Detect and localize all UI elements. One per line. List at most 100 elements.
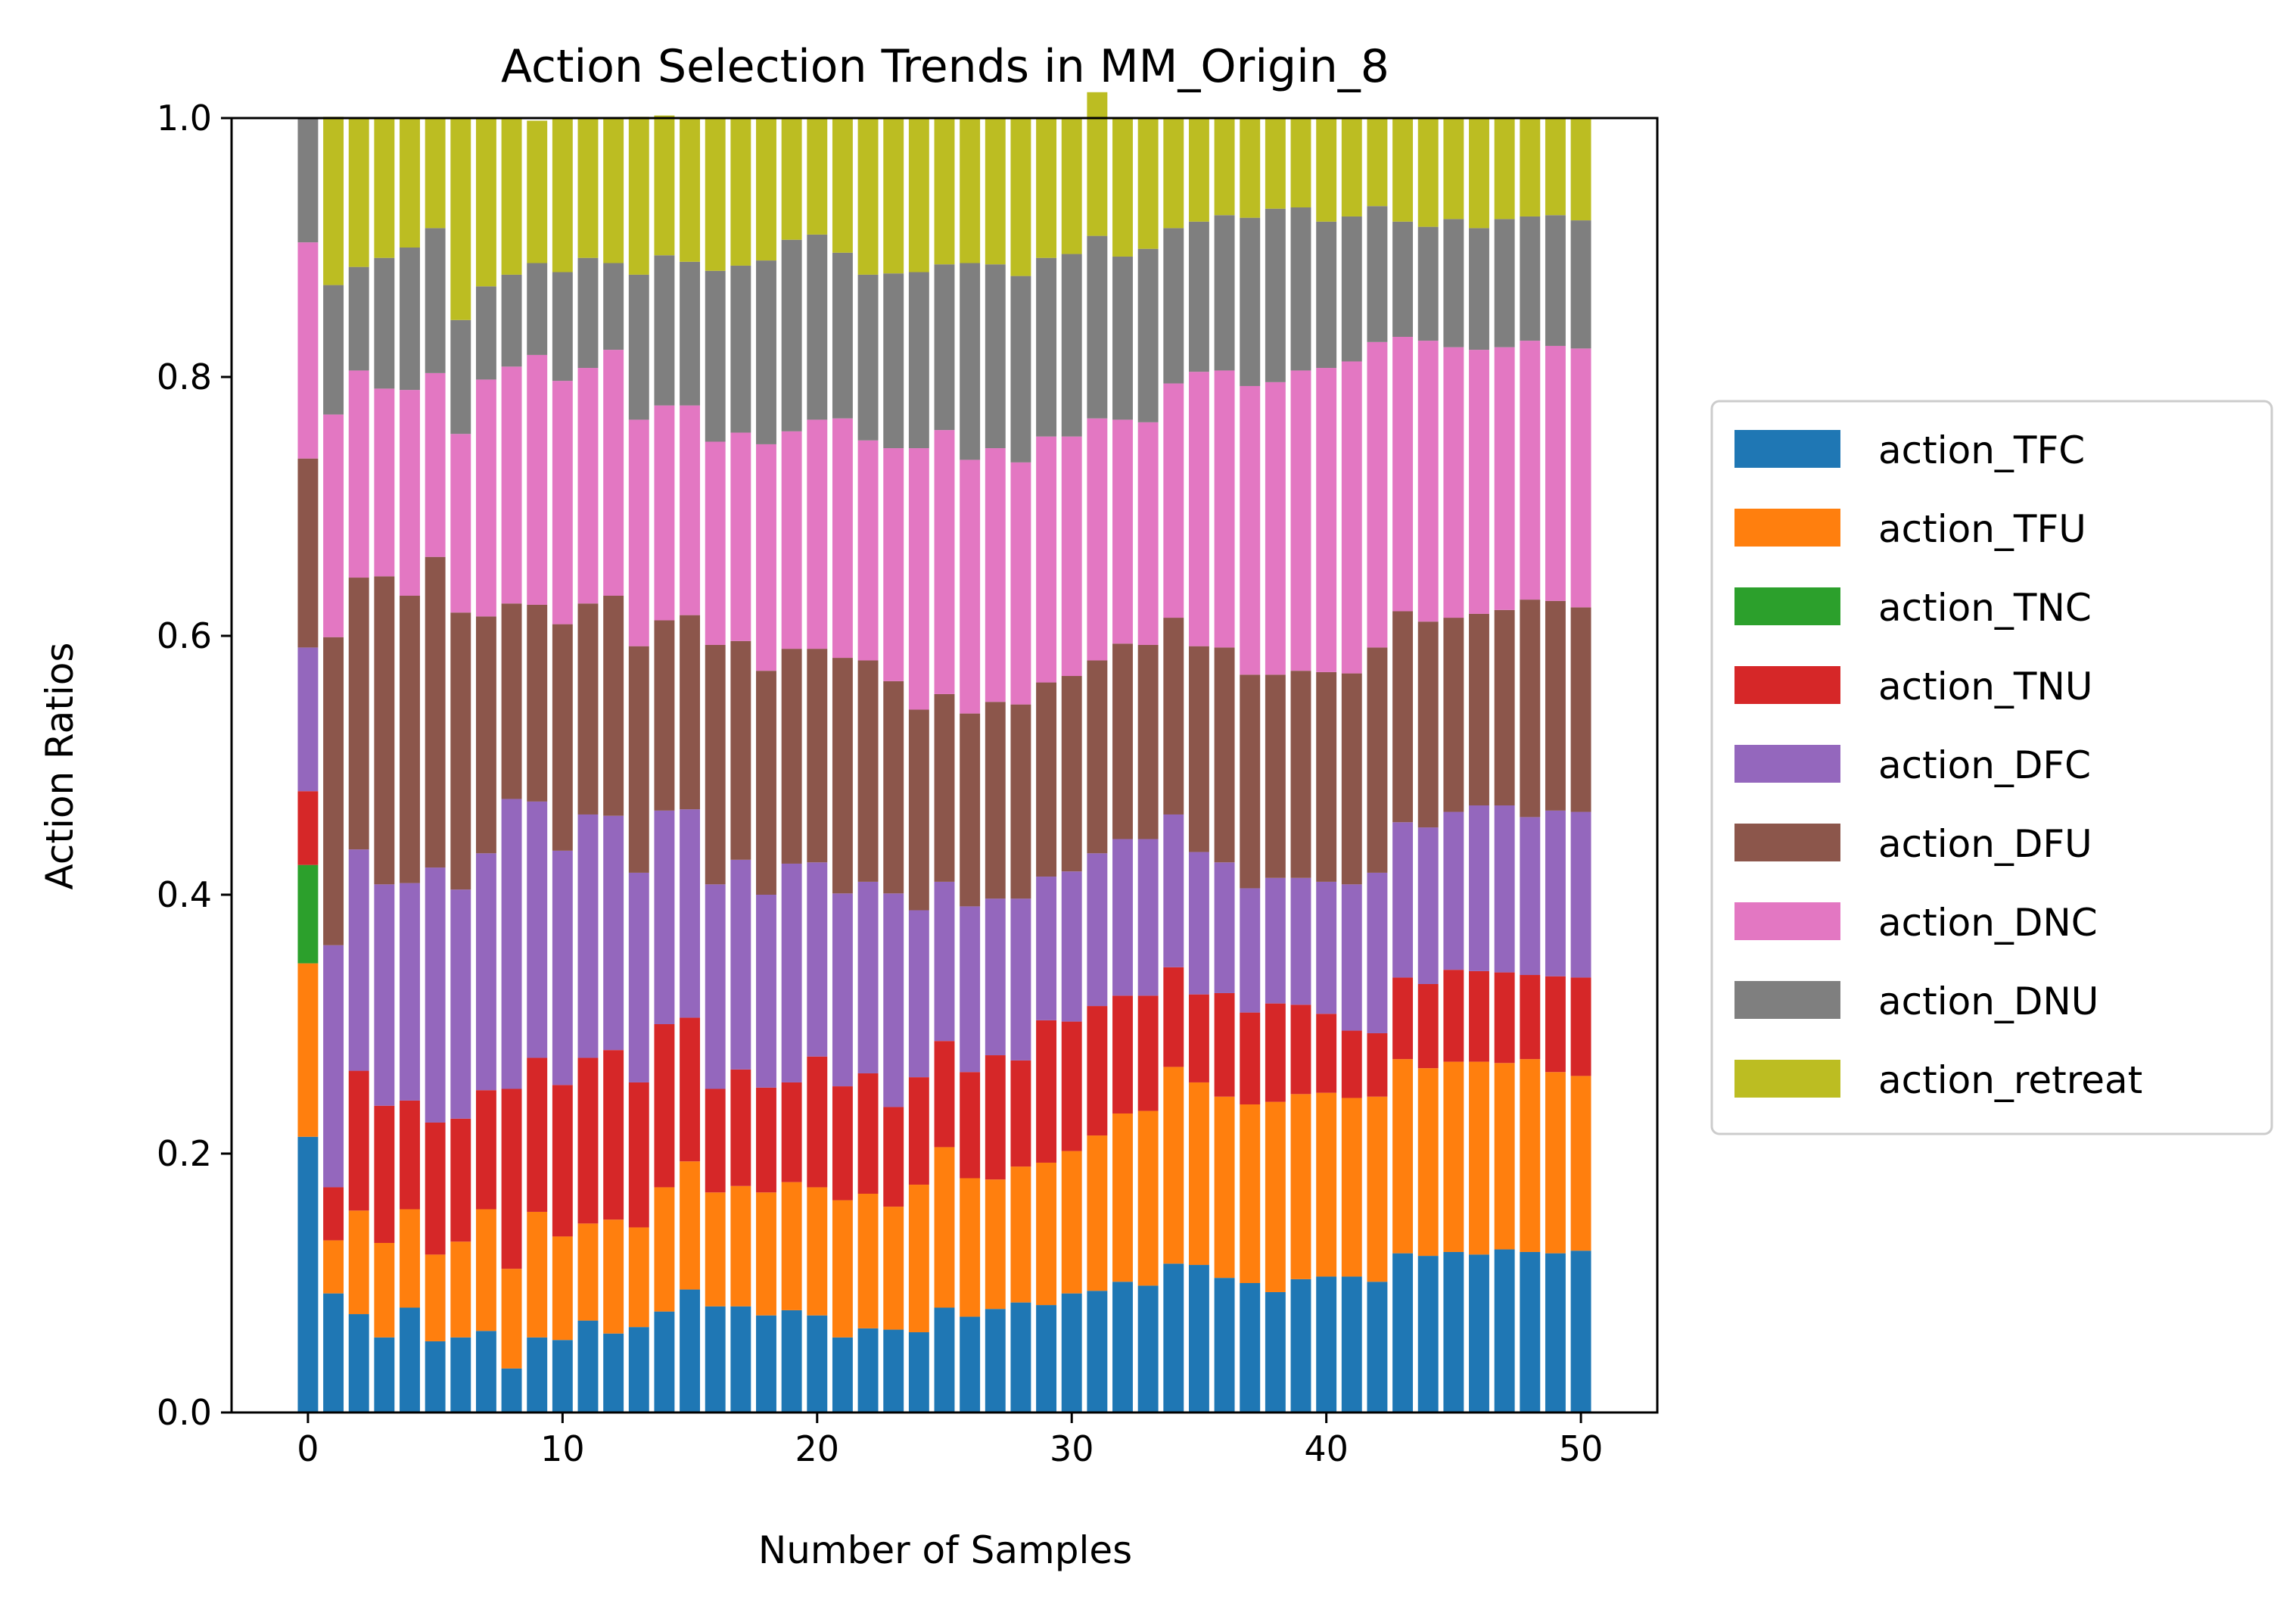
x-tick-label: 20: [795, 1428, 840, 1469]
bar-segment-action_DFC-37: [1240, 888, 1261, 1013]
bar-segment-action_TFU-5: [425, 1254, 446, 1341]
bar-segment-action_DFC-15: [680, 809, 701, 1018]
bar-segment-action_TFU-36: [1214, 1096, 1235, 1279]
bar-segment-action_TFU-40: [1316, 1092, 1337, 1277]
bar-segment-action_TNU-21: [832, 1086, 853, 1201]
bar-segment-action_retreat-18: [756, 118, 776, 261]
bar-segment-action_TNU-34: [1163, 967, 1184, 1067]
bar-segment-action_DFU-15: [680, 615, 701, 810]
bar-segment-action_DFC-38: [1265, 877, 1286, 1004]
bar-segment-action_DNU-2: [348, 266, 369, 371]
bar-segment-action_DNU-4: [400, 248, 420, 391]
bar-segment-action_DFU-33: [1137, 644, 1159, 839]
bar-segment-action_DFC-9: [527, 801, 548, 1058]
bar-segment-action_DNC-22: [857, 440, 879, 661]
y-axis-label: Action Ratios: [38, 643, 82, 890]
bar-segment-action_TNU-14: [654, 1024, 675, 1188]
bar-segment-action_retreat-42: [1367, 118, 1388, 207]
bar-segment-action_retreat-32: [1112, 118, 1133, 257]
bar-segment-action_DNU-13: [628, 274, 649, 420]
x-tick-label: 30: [1050, 1428, 1094, 1469]
bar-segment-action_TFC-5: [425, 1341, 446, 1412]
bar-segment-action_TNU-37: [1240, 1012, 1261, 1105]
bar-segment-action_DNC-32: [1112, 419, 1133, 644]
x-tick-label: 50: [1559, 1428, 1604, 1469]
legend-swatch-action_DNC: [1734, 902, 1840, 940]
bar-segment-action_DNU-7: [475, 286, 496, 380]
bar-segment-action_DFC-14: [654, 810, 675, 1024]
bar-segment-action_TFC-24: [908, 1331, 929, 1412]
bar-segment-action_TFU-35: [1188, 1082, 1209, 1266]
bar-segment-action_retreat-3: [374, 118, 395, 258]
bar-segment-action_TNU-44: [1417, 983, 1439, 1069]
bar-segment-action_TNU-25: [934, 1041, 955, 1148]
bar-segment-action_TNU-4: [400, 1100, 420, 1210]
bar-segment-action_TFC-50: [1570, 1250, 1591, 1412]
bar-segment-action_DFC-13: [628, 872, 649, 1082]
bar-segment-action_retreat-10: [552, 118, 573, 273]
bar-segment-action_TNU-11: [577, 1057, 599, 1224]
bar-segment-action_retreat-37: [1240, 118, 1261, 218]
bar-segment-action_DNU-17: [730, 265, 751, 433]
bar-segment-action_DNC-17: [730, 432, 751, 641]
bar-segment-action_TNU-13: [628, 1082, 649, 1228]
bar-segment-action_TFC-25: [934, 1307, 955, 1412]
bar-segment-action_DNC-2: [348, 370, 369, 578]
bar-segment-action_DFU-30: [1061, 676, 1082, 872]
bar-segment-action_TFU-34: [1163, 1067, 1184, 1264]
legend-swatch-action_TFC: [1734, 430, 1840, 468]
bar-segment-action_DFU-48: [1520, 600, 1541, 818]
bar-segment-action_DNC-43: [1392, 336, 1414, 612]
bar-segment-action_TNU-9: [527, 1057, 548, 1212]
bar-segment-action_retreat-26: [960, 118, 981, 263]
bar-segment-action_DNC-1: [323, 414, 344, 637]
bar-segment-action_DFC-23: [883, 893, 904, 1107]
bar-segment-action_TNU-16: [705, 1089, 726, 1193]
legend-frame: [1710, 400, 2273, 1135]
bar-segment-action_DNC-19: [781, 431, 802, 649]
bar-segment-action_TFC-16: [705, 1306, 726, 1412]
y-tick-label: 0.4: [157, 874, 212, 915]
bar-segment-action_TFU-39: [1290, 1094, 1311, 1279]
bar-segment-action_retreat-7: [475, 118, 496, 287]
bar-segment-action_retreat-4: [400, 118, 420, 248]
bar-segment-action_DFC-20: [807, 862, 828, 1057]
legend-swatch-action_TNU: [1734, 666, 1840, 704]
bar-segment-action_TFC-15: [680, 1289, 701, 1412]
legend-label-action_DFC: action_DFC: [1878, 743, 2091, 787]
bar-segment-action_DFC-6: [450, 889, 471, 1119]
bar-segment-action_DFC-34: [1163, 814, 1184, 967]
bar-segment-action_TNU-26: [960, 1072, 981, 1179]
bar-segment-action_DFU-39: [1290, 671, 1311, 878]
bar-segment-action_TNU-50: [1570, 977, 1591, 1076]
bar-segment-action_DFC-50: [1570, 811, 1591, 978]
bar-segment-action_TNU-39: [1290, 1004, 1311, 1095]
bar-segment-action_DNU-1: [323, 285, 344, 415]
bar-segment-action_TFU-19: [781, 1182, 802, 1310]
bar-segment-action_retreat-43: [1392, 118, 1414, 222]
bar-segment-action_TFU-43: [1392, 1059, 1414, 1254]
bar-segment-action_retreat-25: [934, 118, 955, 265]
bar-segment-action_DNU-31: [1087, 235, 1108, 419]
bar-segment-action_TFU-41: [1341, 1098, 1362, 1277]
bar-segment-action_DNC-29: [1036, 436, 1057, 683]
bar-segment-action_DNU-6: [450, 319, 471, 434]
bar-segment-action_DNU-41: [1341, 216, 1362, 362]
bar-segment-action_DNC-47: [1494, 347, 1515, 610]
bar-segment-action_DNC-42: [1367, 341, 1388, 648]
bar-segment-action_TNU-48: [1520, 975, 1541, 1060]
bar-segment-action_DFC-28: [1010, 899, 1031, 1061]
bar-segment-action_TNU-17: [730, 1069, 751, 1186]
bar-segment-action_TFU-0: [297, 963, 319, 1137]
bar-segment-action_retreat-46: [1469, 118, 1489, 229]
bar-segment-action_DNU-21: [832, 252, 853, 419]
bar-segment-action_DFC-45: [1443, 811, 1464, 970]
bar-segment-action_TFC-23: [883, 1329, 904, 1412]
bar-segment-action_DFC-12: [603, 815, 624, 1051]
bar-segment-action_DNC-7: [475, 379, 496, 617]
bar-segment-action_DFU-31: [1087, 660, 1108, 854]
bar-segment-action_DNU-34: [1163, 228, 1184, 384]
bar-segment-action_DNU-35: [1188, 221, 1209, 372]
legend-label-action_TFU: action_TFU: [1878, 507, 2086, 551]
